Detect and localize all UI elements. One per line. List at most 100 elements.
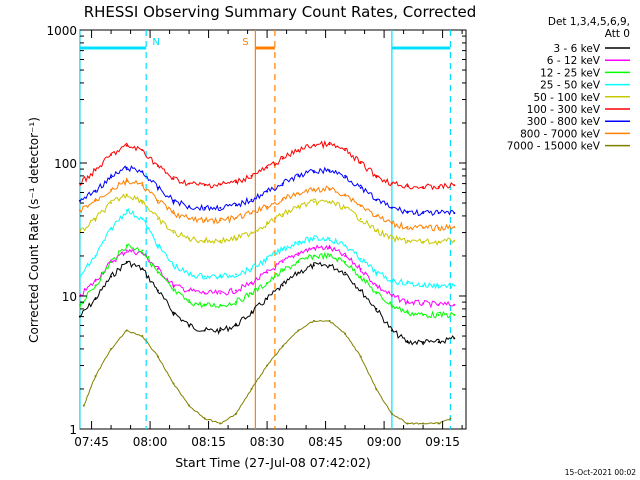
data-point (94, 217, 97, 220)
series-7000-15000-kev (82, 319, 452, 425)
data-point (250, 282, 253, 285)
data-point (188, 301, 191, 304)
legend-entry-300-800-kev: 300 - 800 keV (527, 116, 630, 128)
data-point (188, 182, 191, 185)
data-point (312, 255, 315, 257)
data-point (390, 222, 393, 225)
data-point (359, 275, 362, 278)
x-axis-title: Start Time (27-Jul-08 07:42:02) (175, 455, 371, 470)
data-point (390, 295, 393, 297)
data-point (297, 329, 300, 332)
data-point (250, 174, 253, 177)
data-point (203, 219, 206, 222)
data-point (437, 186, 440, 188)
data-point (266, 166, 269, 169)
data-point (375, 284, 378, 287)
data-point (312, 200, 315, 203)
data-point (390, 279, 393, 282)
data-point (359, 257, 362, 260)
data-point (297, 240, 300, 243)
data-point (266, 282, 269, 285)
data-point (234, 289, 237, 292)
legend-label: 6 - 12 keV (547, 55, 601, 67)
data-point (266, 257, 269, 260)
data-point (172, 382, 175, 385)
data-point (328, 187, 331, 190)
data-point (156, 165, 159, 167)
data-point (422, 240, 425, 243)
data-point (234, 204, 237, 207)
series-12-25-kev (78, 243, 456, 319)
data-point (328, 255, 331, 257)
data-point (453, 226, 456, 228)
legend-label: 300 - 800 keV (527, 116, 601, 128)
data-point (125, 261, 128, 263)
data-point (266, 222, 269, 225)
data-point (250, 267, 253, 270)
data-point (203, 329, 206, 332)
data-point (297, 252, 300, 255)
data-point (219, 304, 222, 307)
data-point (172, 289, 175, 292)
data-point (437, 212, 440, 215)
legend-label: 800 - 7000 keV (520, 128, 601, 140)
legend-label: 7000 - 15000 keV (507, 141, 601, 153)
data-point (219, 422, 222, 425)
data-point (312, 246, 315, 249)
data-point (297, 271, 300, 274)
data-point (125, 166, 128, 169)
series-layer (78, 140, 456, 425)
data-point (172, 284, 175, 287)
data-point (110, 188, 113, 191)
data-point (297, 205, 300, 208)
data-point (449, 417, 452, 420)
legend-header-line1: Det 1,3,4,5,6,9, (548, 16, 630, 28)
data-point (188, 217, 191, 220)
data-point (110, 176, 113, 179)
y-tick-label: 1 (69, 423, 77, 437)
data-point (437, 303, 440, 306)
data-point (141, 267, 144, 270)
data-point (203, 275, 206, 278)
data-point (328, 237, 331, 240)
data-point (188, 237, 191, 240)
data-point (328, 264, 331, 267)
data-point (297, 192, 300, 195)
data-point (406, 341, 409, 344)
data-point (110, 202, 113, 204)
data-point (437, 226, 440, 229)
vertical-markers (79, 30, 451, 429)
data-point (328, 200, 331, 203)
data-point (156, 244, 159, 247)
data-point (156, 271, 159, 274)
legend-header-line2: Att 0 (605, 28, 630, 40)
legend-entry-25-50-kev: 25 - 50 keV (540, 80, 630, 92)
y-tick-label: 100 (54, 157, 77, 171)
data-point (375, 229, 378, 232)
data-point (141, 170, 144, 173)
data-point (344, 206, 347, 209)
series-300-800-kev (78, 165, 456, 217)
data-point (297, 149, 300, 152)
data-point (312, 170, 315, 172)
x-tick-label: 08:00 (133, 435, 168, 449)
data-point (203, 206, 206, 209)
data-point (344, 174, 347, 177)
data-point (406, 311, 409, 314)
data-point (359, 204, 362, 207)
data-point (94, 279, 97, 282)
data-point (281, 157, 284, 160)
data-point (78, 275, 81, 278)
data-point (359, 289, 362, 292)
data-point (266, 271, 269, 274)
data-point (453, 212, 456, 215)
data-point (297, 261, 300, 263)
data-point (234, 412, 237, 415)
data-point (156, 186, 159, 189)
data-point (328, 246, 331, 249)
series-800-7000-kev (78, 177, 456, 232)
data-point (78, 304, 81, 307)
data-point (250, 231, 253, 234)
data-point (125, 329, 128, 332)
